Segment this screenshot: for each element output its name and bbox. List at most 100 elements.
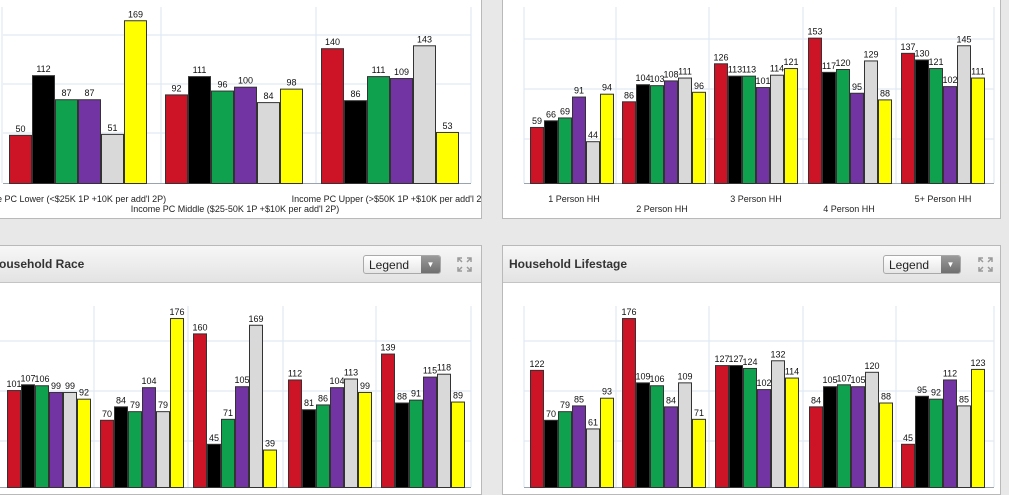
data-label: 103 — [649, 74, 664, 84]
bar — [558, 117, 572, 184]
panel-header: ousehold Race Legend ▼ — [0, 246, 481, 283]
bar — [221, 418, 235, 488]
chevron-down-icon: ▼ — [421, 256, 440, 273]
data-label: 84 — [811, 395, 821, 405]
bar — [409, 399, 423, 488]
data-label: 113 — [344, 368, 358, 378]
data-label: 59 — [532, 116, 542, 126]
data-label: 89 — [453, 391, 463, 401]
bar — [235, 386, 249, 488]
bar — [7, 390, 21, 488]
data-label: 113 — [742, 65, 756, 75]
bar — [600, 397, 614, 488]
bar — [771, 360, 785, 488]
data-label: 85 — [574, 394, 584, 404]
bar — [413, 45, 436, 184]
bar — [822, 71, 836, 184]
data-label: 113 — [728, 65, 742, 75]
category-tick-label: 2 Person HH — [636, 204, 688, 214]
data-label: 114 — [785, 367, 799, 377]
chevron-down-icon: ▼ — [941, 256, 960, 273]
data-label: 92 — [79, 388, 89, 398]
data-label: 45 — [209, 433, 219, 443]
legend-dropdown[interactable]: Legend ▼ — [363, 255, 441, 274]
bar — [77, 398, 91, 488]
bar — [879, 402, 893, 489]
expand-icon[interactable] — [456, 256, 473, 273]
data-label: 169 — [248, 314, 263, 324]
bar — [678, 77, 692, 184]
data-label: 96 — [694, 81, 704, 91]
data-label: 86 — [318, 393, 328, 403]
bar — [757, 389, 771, 488]
data-label: 140 — [325, 37, 340, 47]
data-label: 176 — [621, 307, 636, 317]
data-label: 129 — [863, 49, 878, 59]
bar — [544, 419, 558, 488]
bar — [234, 86, 257, 184]
data-label: 120 — [835, 58, 850, 68]
bar — [530, 126, 544, 184]
bar — [692, 91, 706, 184]
data-label: 108 — [663, 69, 678, 79]
bar — [901, 443, 915, 489]
bar — [715, 365, 729, 488]
data-label: 87 — [61, 88, 71, 98]
bar — [622, 101, 636, 184]
category-tick-label: Income PC Upper (>$50K 1P +$10K per add'… — [292, 194, 482, 204]
data-label: 79 — [158, 400, 168, 410]
bar — [586, 428, 600, 489]
bar — [729, 365, 743, 488]
bar — [55, 99, 78, 184]
data-label: 101 — [6, 379, 21, 389]
data-label: 112 — [288, 368, 302, 378]
household-lifestage-panel: Household Lifestage Legend ▼ 122 70 79 85 61… — [502, 245, 1001, 495]
bar — [21, 384, 35, 488]
category-tick-label: 5+ Person HH — [915, 194, 972, 204]
data-label: 102 — [942, 75, 957, 85]
data-label: 111 — [678, 67, 692, 77]
data-label: 107 — [20, 373, 35, 383]
data-label: 126 — [713, 52, 728, 62]
bar — [330, 387, 344, 488]
household-size-panel: 59 66 69 91 44 94 1 Person HH 86 104 103 108 111 96 2… — [502, 0, 1001, 219]
bar — [650, 385, 664, 489]
expand-icon[interactable] — [977, 256, 994, 273]
bar — [692, 418, 706, 488]
bar — [836, 69, 850, 184]
bar — [101, 133, 124, 184]
bar — [257, 102, 280, 184]
data-label: 70 — [102, 409, 112, 419]
bar — [558, 411, 572, 488]
bar — [9, 134, 32, 185]
bar — [943, 86, 957, 184]
data-label: 70 — [546, 409, 556, 419]
bar — [49, 391, 63, 489]
data-label: 114 — [770, 64, 784, 74]
bar — [128, 411, 142, 488]
bar — [78, 99, 101, 184]
bar — [971, 77, 985, 184]
bar — [437, 373, 451, 488]
data-label: 169 — [128, 9, 143, 19]
data-label: 111 — [193, 65, 207, 75]
bar — [664, 80, 678, 184]
bar — [530, 369, 544, 488]
data-label: 61 — [588, 417, 598, 427]
data-label: 84 — [666, 395, 676, 405]
bar — [451, 401, 465, 488]
panel-title: Household Lifestage — [509, 257, 628, 271]
bar — [35, 385, 49, 489]
household-lifestage-chart: 1227079856193176109106841097112712712410… — [523, 306, 995, 489]
data-label: 79 — [560, 400, 570, 410]
bar — [714, 63, 728, 184]
data-label: 86 — [350, 89, 360, 99]
legend-dropdown[interactable]: Legend ▼ — [883, 255, 961, 274]
bar — [395, 402, 409, 489]
data-label: 91 — [574, 86, 584, 96]
bar — [114, 406, 128, 488]
bar — [784, 68, 798, 184]
data-label: 104 — [141, 376, 156, 386]
